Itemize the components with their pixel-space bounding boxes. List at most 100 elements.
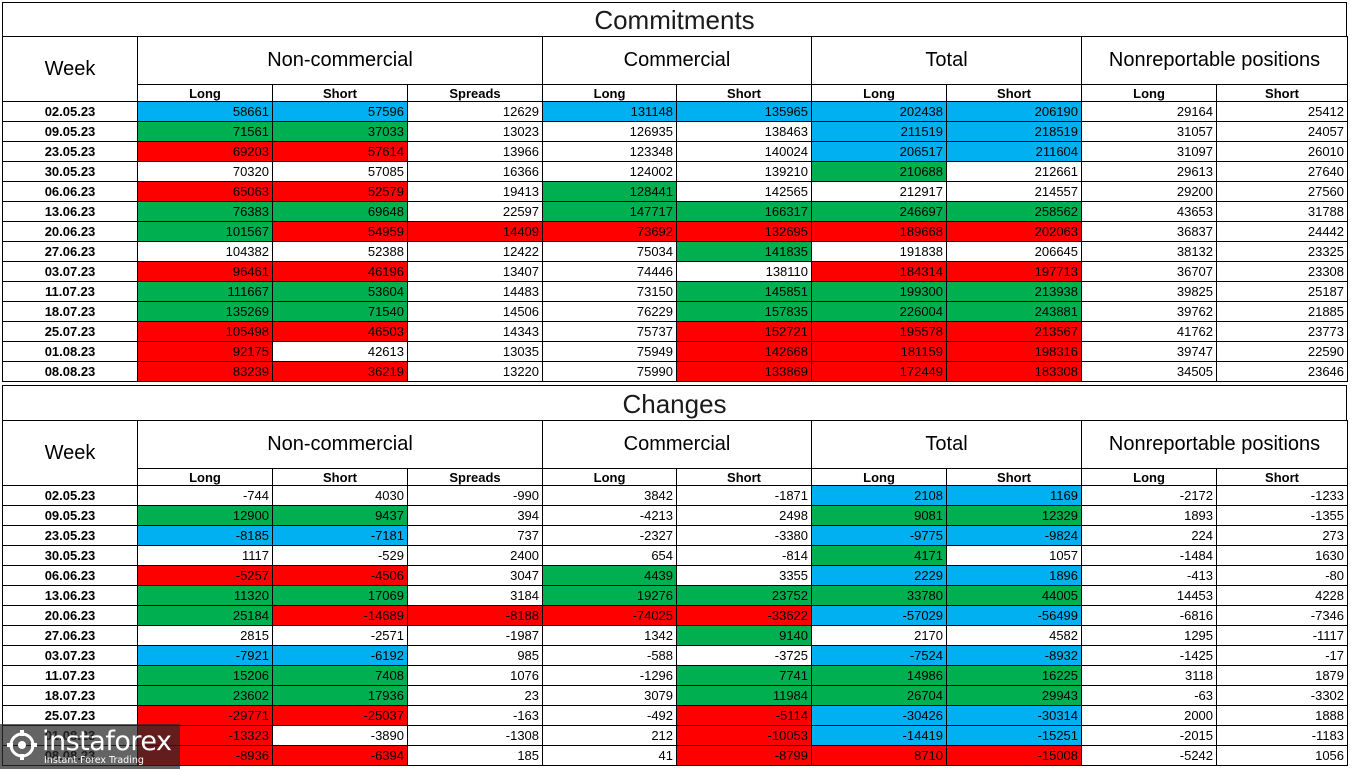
value-cell: 214557 [946, 181, 1083, 202]
value-cell: -3890 [272, 725, 408, 746]
value-cell: 197713 [946, 261, 1083, 282]
value-cell: 71540 [272, 301, 408, 322]
value-cell: -15251 [946, 725, 1083, 746]
value-cell: 212917 [811, 181, 948, 202]
value-cell: 243881 [946, 301, 1083, 322]
value-cell: 21885 [1216, 301, 1349, 322]
value-cell: 34505 [1081, 361, 1218, 382]
value-cell: -5257 [137, 565, 273, 586]
table-row: 11.07.23 111667 53604 14483 73150 145851 19930… [2, 281, 1349, 302]
value-cell: 3355 [676, 565, 813, 586]
week-header: Week [2, 36, 138, 102]
value-cell: 273 [1216, 525, 1349, 546]
week-cell: 20.06.23 [2, 605, 138, 626]
table-row: 13.06.23 11320 17069 3184 19276 23752 33780 440… [2, 585, 1349, 606]
value-cell: -56499 [946, 605, 1083, 626]
table-row: 09.05.23 12900 9437 394 -4213 2498 9081 12329 18… [2, 505, 1349, 526]
instaforex-logo[interactable]: instaforex Instant Forex Trading [0, 724, 180, 769]
value-cell: 206517 [811, 141, 948, 162]
value-cell: 11984 [676, 685, 813, 706]
value-cell: 185 [406, 745, 544, 766]
value-cell: 166317 [676, 201, 813, 222]
logo-tagline: Instant Forex Trading [44, 755, 144, 766]
value-cell: 2400 [406, 545, 544, 566]
value-cell: -63 [1081, 685, 1218, 706]
week-cell: 30.05.23 [2, 161, 138, 182]
value-cell: 13407 [406, 261, 544, 282]
week-cell: 25.07.23 [2, 705, 138, 726]
week-cell: 03.07.23 [2, 645, 138, 666]
value-cell: 46196 [272, 261, 408, 282]
table-row: 01.08.23-13323-3890-1308212-10053-14419-… [2, 725, 1349, 746]
value-cell: 199300 [811, 281, 948, 302]
value-cell: 2000 [1081, 705, 1218, 726]
value-cell: 83239 [137, 361, 273, 382]
value-cell: 19276 [542, 585, 678, 606]
value-cell: 23308 [1216, 261, 1349, 282]
value-cell: -2571 [272, 625, 408, 646]
subheader-nonreportable-short: Short [1216, 468, 1349, 486]
value-cell: -15008 [946, 745, 1083, 766]
table-row: 02.05.23 58661 57596 12629 131148 135965 20243… [2, 101, 1349, 122]
value-cell: 138463 [676, 121, 813, 142]
table-row: 20.06.23 101567 54959 14409 73692 132695 18966… [2, 221, 1349, 242]
value-cell: 75949 [542, 341, 678, 362]
subheader-total-short: Short [946, 468, 1083, 486]
value-cell: -8185 [137, 525, 273, 546]
value-cell: 2498 [676, 505, 813, 526]
value-cell: 157835 [676, 301, 813, 322]
value-cell: 27560 [1216, 181, 1349, 202]
value-cell: 202438 [811, 101, 948, 122]
value-cell: 19413 [406, 181, 544, 202]
table-row: 30.05.23 1117 -529 2400 654 -814 4171 1057 -1484… [2, 545, 1349, 566]
value-cell: -1425 [1081, 645, 1218, 666]
value-cell: 1076 [406, 665, 544, 686]
value-cell: 12329 [946, 505, 1083, 526]
value-cell: 69203 [137, 141, 273, 162]
value-cell: 43653 [1081, 201, 1218, 222]
value-cell: 212 [542, 725, 678, 746]
value-cell: 1630 [1216, 545, 1349, 566]
table-row: 03.07.23 -7921 -6192 985 -588 -3725 -7524 -8932… [2, 645, 1349, 666]
value-cell: 25412 [1216, 101, 1349, 122]
value-cell: -8188 [406, 605, 544, 626]
table-row: 06.06.23 -5257 -4506 3047 4439 3355 2229 1896 -4… [2, 565, 1349, 586]
value-cell: 26704 [811, 685, 948, 706]
value-cell: 76383 [137, 201, 273, 222]
subheader-total-long: Long [811, 84, 948, 102]
table-row: 23.05.23 69203 57614 13966 123348 140024 20651… [2, 141, 1349, 162]
value-cell: 226004 [811, 301, 948, 322]
value-cell: 211519 [811, 121, 948, 142]
value-cell: 12629 [406, 101, 544, 122]
value-cell: 184314 [811, 261, 948, 282]
week-cell: 06.06.23 [2, 181, 138, 202]
value-cell: -30426 [811, 705, 948, 726]
value-cell: -1117 [1216, 625, 1349, 646]
value-cell: -1183 [1216, 725, 1349, 746]
value-cell: 202063 [946, 221, 1083, 242]
value-cell: -30314 [946, 705, 1083, 726]
value-cell: -990 [406, 485, 544, 506]
value-cell: -9775 [811, 525, 948, 546]
value-cell: 1888 [1216, 705, 1349, 726]
value-cell: 29943 [946, 685, 1083, 706]
value-cell: 654 [542, 545, 678, 566]
value-cell: 105498 [137, 321, 273, 342]
value-cell: 145851 [676, 281, 813, 302]
week-cell: 01.08.23 [2, 341, 138, 362]
week-cell: 11.07.23 [2, 665, 138, 686]
value-cell: -1233 [1216, 485, 1349, 506]
value-cell: -1484 [1081, 545, 1218, 566]
value-cell: 4171 [811, 545, 948, 566]
value-cell: 52388 [272, 241, 408, 262]
value-cell: 36837 [1081, 221, 1218, 242]
subheader-commercial-long: Long [542, 468, 678, 486]
subheader-nonreportable-short: Short [1216, 84, 1349, 102]
value-cell: 14409 [406, 221, 544, 242]
week-cell: 27.06.23 [2, 625, 138, 646]
value-cell: 53604 [272, 281, 408, 302]
value-cell: 147717 [542, 201, 678, 222]
value-cell: -9824 [946, 525, 1083, 546]
value-cell: 57085 [272, 161, 408, 182]
value-cell: -57029 [811, 605, 948, 626]
